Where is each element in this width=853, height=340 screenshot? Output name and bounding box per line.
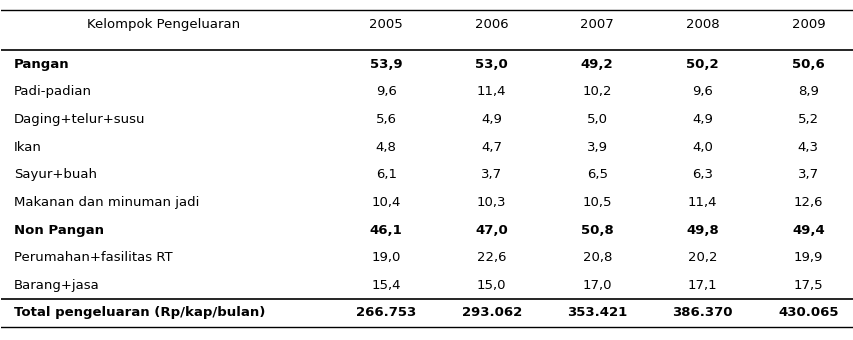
Text: 430.065: 430.065 xyxy=(777,306,838,320)
Text: 4,9: 4,9 xyxy=(692,113,712,126)
Text: 53,9: 53,9 xyxy=(369,57,402,71)
Text: 10,3: 10,3 xyxy=(476,196,506,209)
Text: 2008: 2008 xyxy=(685,18,719,32)
Text: 266.753: 266.753 xyxy=(356,306,415,320)
Text: 17,5: 17,5 xyxy=(792,279,822,292)
Text: 6,5: 6,5 xyxy=(586,168,607,181)
Text: 20,2: 20,2 xyxy=(688,251,717,264)
Text: 4,7: 4,7 xyxy=(480,140,502,154)
Text: 49,2: 49,2 xyxy=(580,57,612,71)
Text: 20,8: 20,8 xyxy=(582,251,612,264)
Text: 10,2: 10,2 xyxy=(582,85,612,98)
Text: 293.062: 293.062 xyxy=(461,306,521,320)
Text: 6,1: 6,1 xyxy=(375,168,396,181)
Text: 5,6: 5,6 xyxy=(375,113,396,126)
Text: 19,0: 19,0 xyxy=(371,251,400,264)
Text: 2009: 2009 xyxy=(791,18,824,32)
Text: 5,0: 5,0 xyxy=(586,113,607,126)
Text: 8,9: 8,9 xyxy=(797,85,818,98)
Text: Kelompok Pengeluaran: Kelompok Pengeluaran xyxy=(86,18,240,32)
Text: 4,9: 4,9 xyxy=(481,113,502,126)
Text: 4,3: 4,3 xyxy=(797,140,818,154)
Text: 15,0: 15,0 xyxy=(476,279,506,292)
Text: 10,5: 10,5 xyxy=(582,196,612,209)
Text: 10,4: 10,4 xyxy=(371,196,400,209)
Text: 5,2: 5,2 xyxy=(797,113,818,126)
Text: Pangan: Pangan xyxy=(15,57,70,71)
Text: 50,2: 50,2 xyxy=(686,57,718,71)
Text: Makanan dan minuman jadi: Makanan dan minuman jadi xyxy=(15,196,200,209)
Text: 12,6: 12,6 xyxy=(792,196,822,209)
Text: 17,1: 17,1 xyxy=(688,279,717,292)
Text: Perumahan+fasilitas RT: Perumahan+fasilitas RT xyxy=(15,251,172,264)
Text: 11,4: 11,4 xyxy=(476,85,506,98)
Text: Total pengeluaran (Rp/kap/bulan): Total pengeluaran (Rp/kap/bulan) xyxy=(15,306,265,320)
Text: Daging+telur+susu: Daging+telur+susu xyxy=(15,113,146,126)
Text: Non Pangan: Non Pangan xyxy=(15,223,104,237)
Text: 386.370: 386.370 xyxy=(672,306,732,320)
Text: 15,4: 15,4 xyxy=(371,279,400,292)
Text: 49,8: 49,8 xyxy=(686,223,718,237)
Text: 353.421: 353.421 xyxy=(566,306,627,320)
Text: 3,7: 3,7 xyxy=(797,168,818,181)
Text: 19,9: 19,9 xyxy=(792,251,822,264)
Text: 2005: 2005 xyxy=(368,18,403,32)
Text: 9,6: 9,6 xyxy=(692,85,712,98)
Text: 11,4: 11,4 xyxy=(688,196,717,209)
Text: 3,9: 3,9 xyxy=(586,140,607,154)
Text: 6,3: 6,3 xyxy=(692,168,712,181)
Text: 2006: 2006 xyxy=(474,18,508,32)
Text: Sayur+buah: Sayur+buah xyxy=(15,168,97,181)
Text: 22,6: 22,6 xyxy=(476,251,506,264)
Text: 17,0: 17,0 xyxy=(582,279,612,292)
Text: 4,8: 4,8 xyxy=(375,140,396,154)
Text: 50,6: 50,6 xyxy=(791,57,824,71)
Text: 53,0: 53,0 xyxy=(475,57,508,71)
Text: 2007: 2007 xyxy=(580,18,613,32)
Text: 9,6: 9,6 xyxy=(375,85,396,98)
Text: Padi-padian: Padi-padian xyxy=(15,85,92,98)
Text: 4,0: 4,0 xyxy=(692,140,712,154)
Text: Ikan: Ikan xyxy=(15,140,42,154)
Text: 47,0: 47,0 xyxy=(475,223,508,237)
Text: 49,4: 49,4 xyxy=(791,223,824,237)
Text: Barang+jasa: Barang+jasa xyxy=(15,279,100,292)
Text: 50,8: 50,8 xyxy=(580,223,613,237)
Text: 46,1: 46,1 xyxy=(369,223,402,237)
Text: 3,7: 3,7 xyxy=(480,168,502,181)
